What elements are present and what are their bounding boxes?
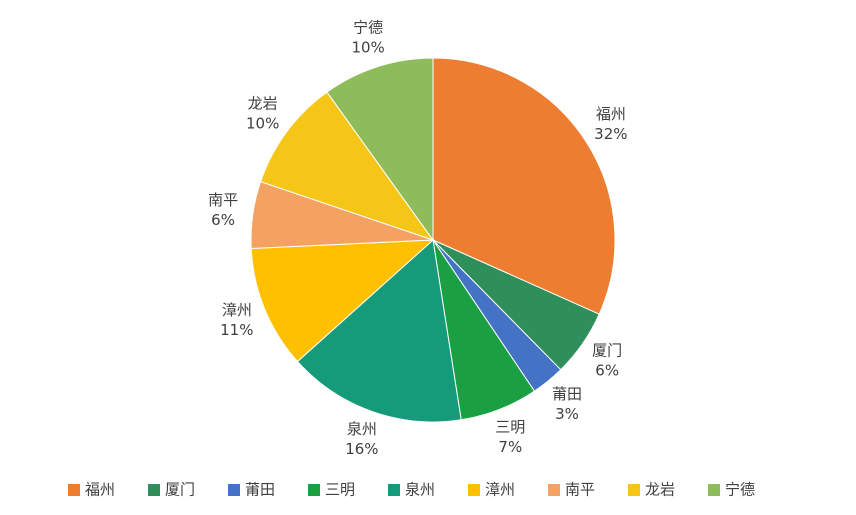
data-label-value: 32% (594, 125, 627, 143)
legend-swatch (68, 484, 80, 496)
legend-swatch (148, 484, 160, 496)
data-label-name: 厦门 (592, 341, 622, 359)
data-label-name: 莆田 (552, 385, 582, 403)
data-label-value: 16% (345, 440, 378, 458)
chart: 福州 32% 厦门 6% 莆田 3% 三明 7% 泉州 16% 漳州 11% 南平 6% 龙岩 10% 宁德 10… (0, 0, 856, 515)
data-label-name: 泉州 (347, 420, 377, 438)
data-label-value: 10% (351, 39, 384, 57)
data-label-name: 三明 (495, 418, 525, 436)
legend-swatch (388, 484, 400, 496)
legend-swatch (708, 484, 720, 496)
legend-label: 三明 (325, 481, 355, 499)
legend-swatch (548, 484, 560, 496)
legend-swatch (228, 484, 240, 496)
legend-label: 福州 (85, 481, 115, 499)
data-label-value: 6% (595, 361, 619, 379)
legend-label: 莆田 (245, 481, 275, 499)
data-label-name: 龙岩 (248, 94, 278, 112)
data-label-value: 7% (498, 438, 522, 456)
data-label-name: 南平 (208, 191, 238, 209)
legend-swatch (468, 484, 480, 496)
legend-swatch (308, 484, 320, 496)
data-label-name: 漳州 (222, 301, 252, 319)
data-label-value: 6% (211, 211, 235, 229)
data-label-name: 宁德 (353, 19, 383, 37)
data-label-value: 11% (220, 321, 253, 339)
legend-swatch (628, 484, 640, 496)
data-label-value: 10% (246, 114, 279, 132)
data-label-name: 福州 (596, 105, 626, 123)
legend-label: 泉州 (405, 481, 435, 499)
legend-label: 宁德 (725, 481, 755, 499)
legend-label: 厦门 (165, 481, 195, 499)
data-label-value: 3% (555, 405, 579, 423)
legend-label: 漳州 (485, 481, 515, 499)
legend-label: 南平 (565, 481, 595, 499)
legend-label: 龙岩 (645, 481, 675, 499)
